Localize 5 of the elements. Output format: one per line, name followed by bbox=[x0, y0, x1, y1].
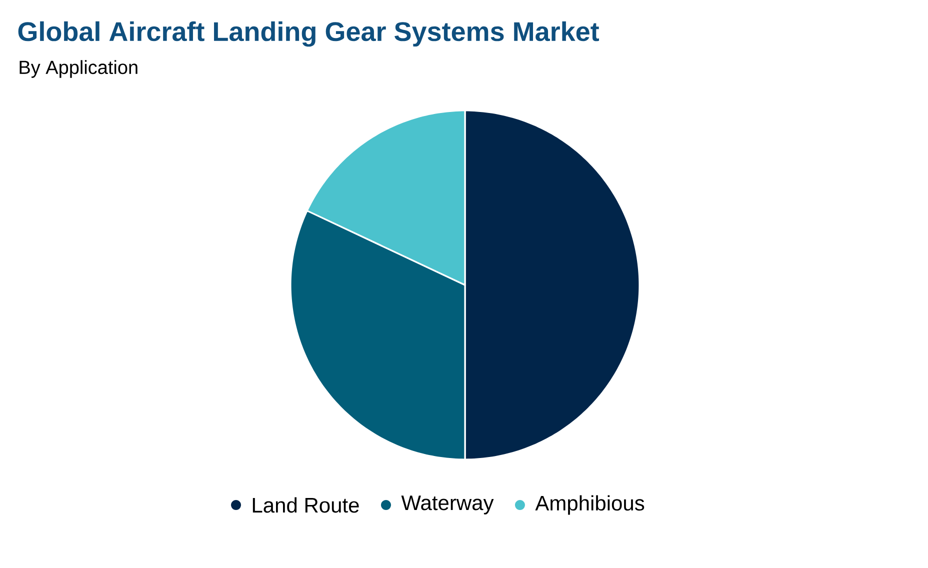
text: By Application bbox=[20, 60, 138, 78]
legend-label: Land Route bbox=[252, 497, 359, 513]
chart-title: Global Aircraft Landing Gear Systems Market bbox=[18, 21, 600, 47]
legend-label: Waterway bbox=[401, 496, 494, 514]
legend-label: Amphibious bbox=[535, 495, 644, 515]
